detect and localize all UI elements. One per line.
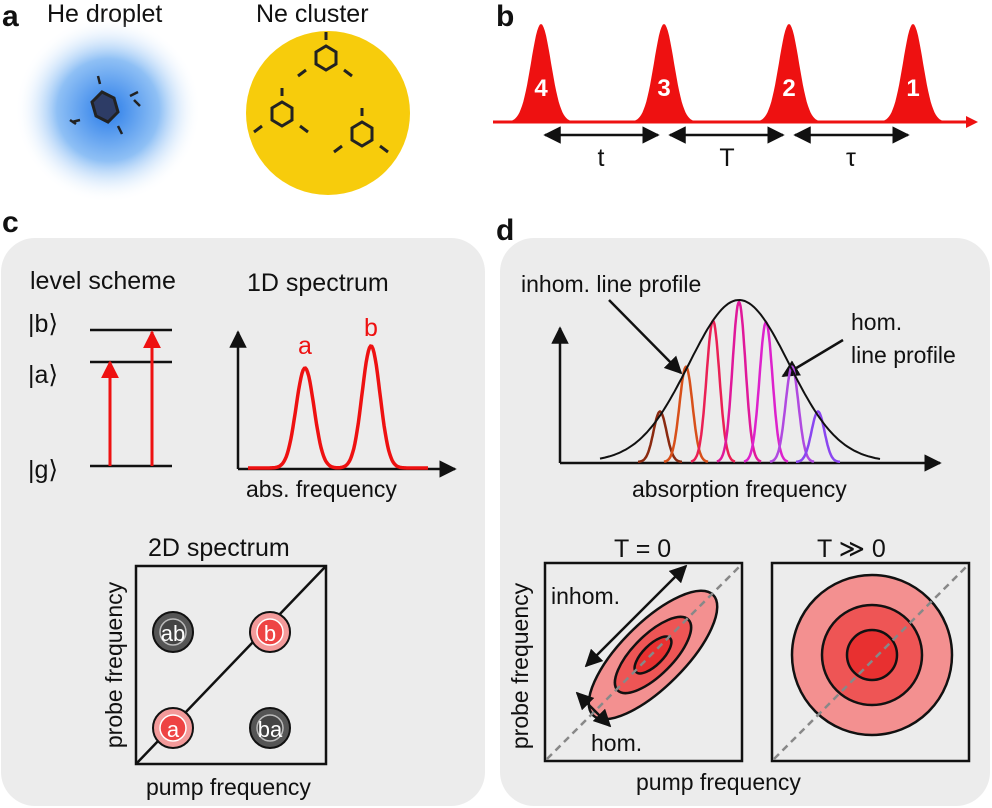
t0-frame xyxy=(543,561,744,763)
pulse-label-2: 2 xyxy=(782,75,795,102)
panel-d-y-label: probe frequency xyxy=(507,582,533,749)
pulse-2 xyxy=(751,24,827,122)
panel-c-background xyxy=(1,238,485,806)
t0-title: T = 0 xyxy=(614,535,671,563)
hom-width-arrow xyxy=(575,691,612,728)
diag-peak-b: b xyxy=(249,611,291,653)
hom-label-line1: hom. xyxy=(851,309,902,335)
delay-T-label: T xyxy=(719,144,734,172)
tlarge-title: T ≫ 0 xyxy=(817,535,886,563)
level-a-label: |a⟩ xyxy=(28,361,58,389)
inhom-width-arrow xyxy=(584,564,688,668)
neon-cluster xyxy=(246,31,410,195)
delay-t-label: t xyxy=(598,144,605,172)
diag-peak-a-label: a xyxy=(167,717,180,742)
spectrum-2d-y-label: probe frequency xyxy=(101,581,127,748)
tlarge-diagonal xyxy=(773,565,968,760)
hom-arrow-label: hom. xyxy=(591,730,642,756)
absorption-x-label: absorption frequency xyxy=(632,476,847,502)
pulse-1 xyxy=(875,24,951,122)
homogeneous-line-4 xyxy=(716,299,762,463)
homogeneous-line-7 xyxy=(796,410,840,464)
homogeneous-line-1 xyxy=(638,410,682,464)
homogeneous-line-6 xyxy=(769,365,815,463)
panel-a: a He droplet Ne cluster xyxy=(2,0,410,203)
panel-d-x-label: pump frequency xyxy=(636,769,801,795)
molecules-in-cluster xyxy=(253,32,389,154)
level-g-label: |g⟩ xyxy=(28,456,58,484)
spectrum-1d-x-label: abs. frequency xyxy=(246,476,397,502)
pulse-label-3: 3 xyxy=(657,75,670,102)
panel-c: c level scheme |b⟩ |a⟩ |g⟩ 1D spectrum a… xyxy=(1,206,485,806)
delay-tau-label: τ xyxy=(846,144,856,172)
spectrum-2d-x-label: pump frequency xyxy=(146,774,311,800)
spectrum-2d-title: 2D spectrum xyxy=(148,534,290,562)
panel-label-c: c xyxy=(2,206,19,239)
cross-peak-ab-label: ab xyxy=(161,621,185,646)
panel-d: d inhom. line profile hom. line profile … xyxy=(496,214,990,806)
inhomogeneous-envelope xyxy=(599,298,881,460)
pulse-3 xyxy=(626,24,702,122)
diag-peak-a: a xyxy=(152,707,194,749)
time-axis-arrowhead xyxy=(966,116,978,128)
panel-label-b: b xyxy=(496,0,514,33)
diag-peak-b-label: b xyxy=(264,621,276,646)
level-scheme-title: level scheme xyxy=(30,267,176,295)
pulse-label-1: 1 xyxy=(906,75,919,102)
tlarge-peak xyxy=(790,573,954,737)
pulse-label-4: 4 xyxy=(534,75,548,102)
panel-b: b 4 3 2 1 t T τ xyxy=(493,0,978,172)
hom-label-line2: line profile xyxy=(851,342,956,368)
cross-peak-ab: ab xyxy=(152,611,194,653)
cross-peak-ba-label: ba xyxy=(258,717,283,742)
molecule-in-droplet xyxy=(69,75,141,135)
homogeneous-lines xyxy=(638,299,840,464)
peak-b-label: b xyxy=(364,314,378,342)
cross-peak-ba: ba xyxy=(249,707,291,749)
level-b-label: |b⟩ xyxy=(28,310,58,338)
spectrum-1d-trace xyxy=(248,344,428,470)
panel-label-a: a xyxy=(2,0,19,33)
ne-cluster-title: Ne cluster xyxy=(256,0,369,28)
inhom-arrow-label: inhom. xyxy=(551,583,620,609)
panel-label-d: d xyxy=(496,214,514,247)
peak-a-label: a xyxy=(298,332,312,360)
inhom-line-profile-label: inhom. line profile xyxy=(521,271,701,297)
tlarge-frame xyxy=(770,561,971,763)
homogeneous-line-2 xyxy=(663,365,709,463)
pulse-4 xyxy=(503,24,579,122)
inhom-pointer-arrow xyxy=(608,299,683,375)
spectrum-1d-title: 1D spectrum xyxy=(247,269,389,297)
spectrum-2d-frame xyxy=(134,564,328,766)
